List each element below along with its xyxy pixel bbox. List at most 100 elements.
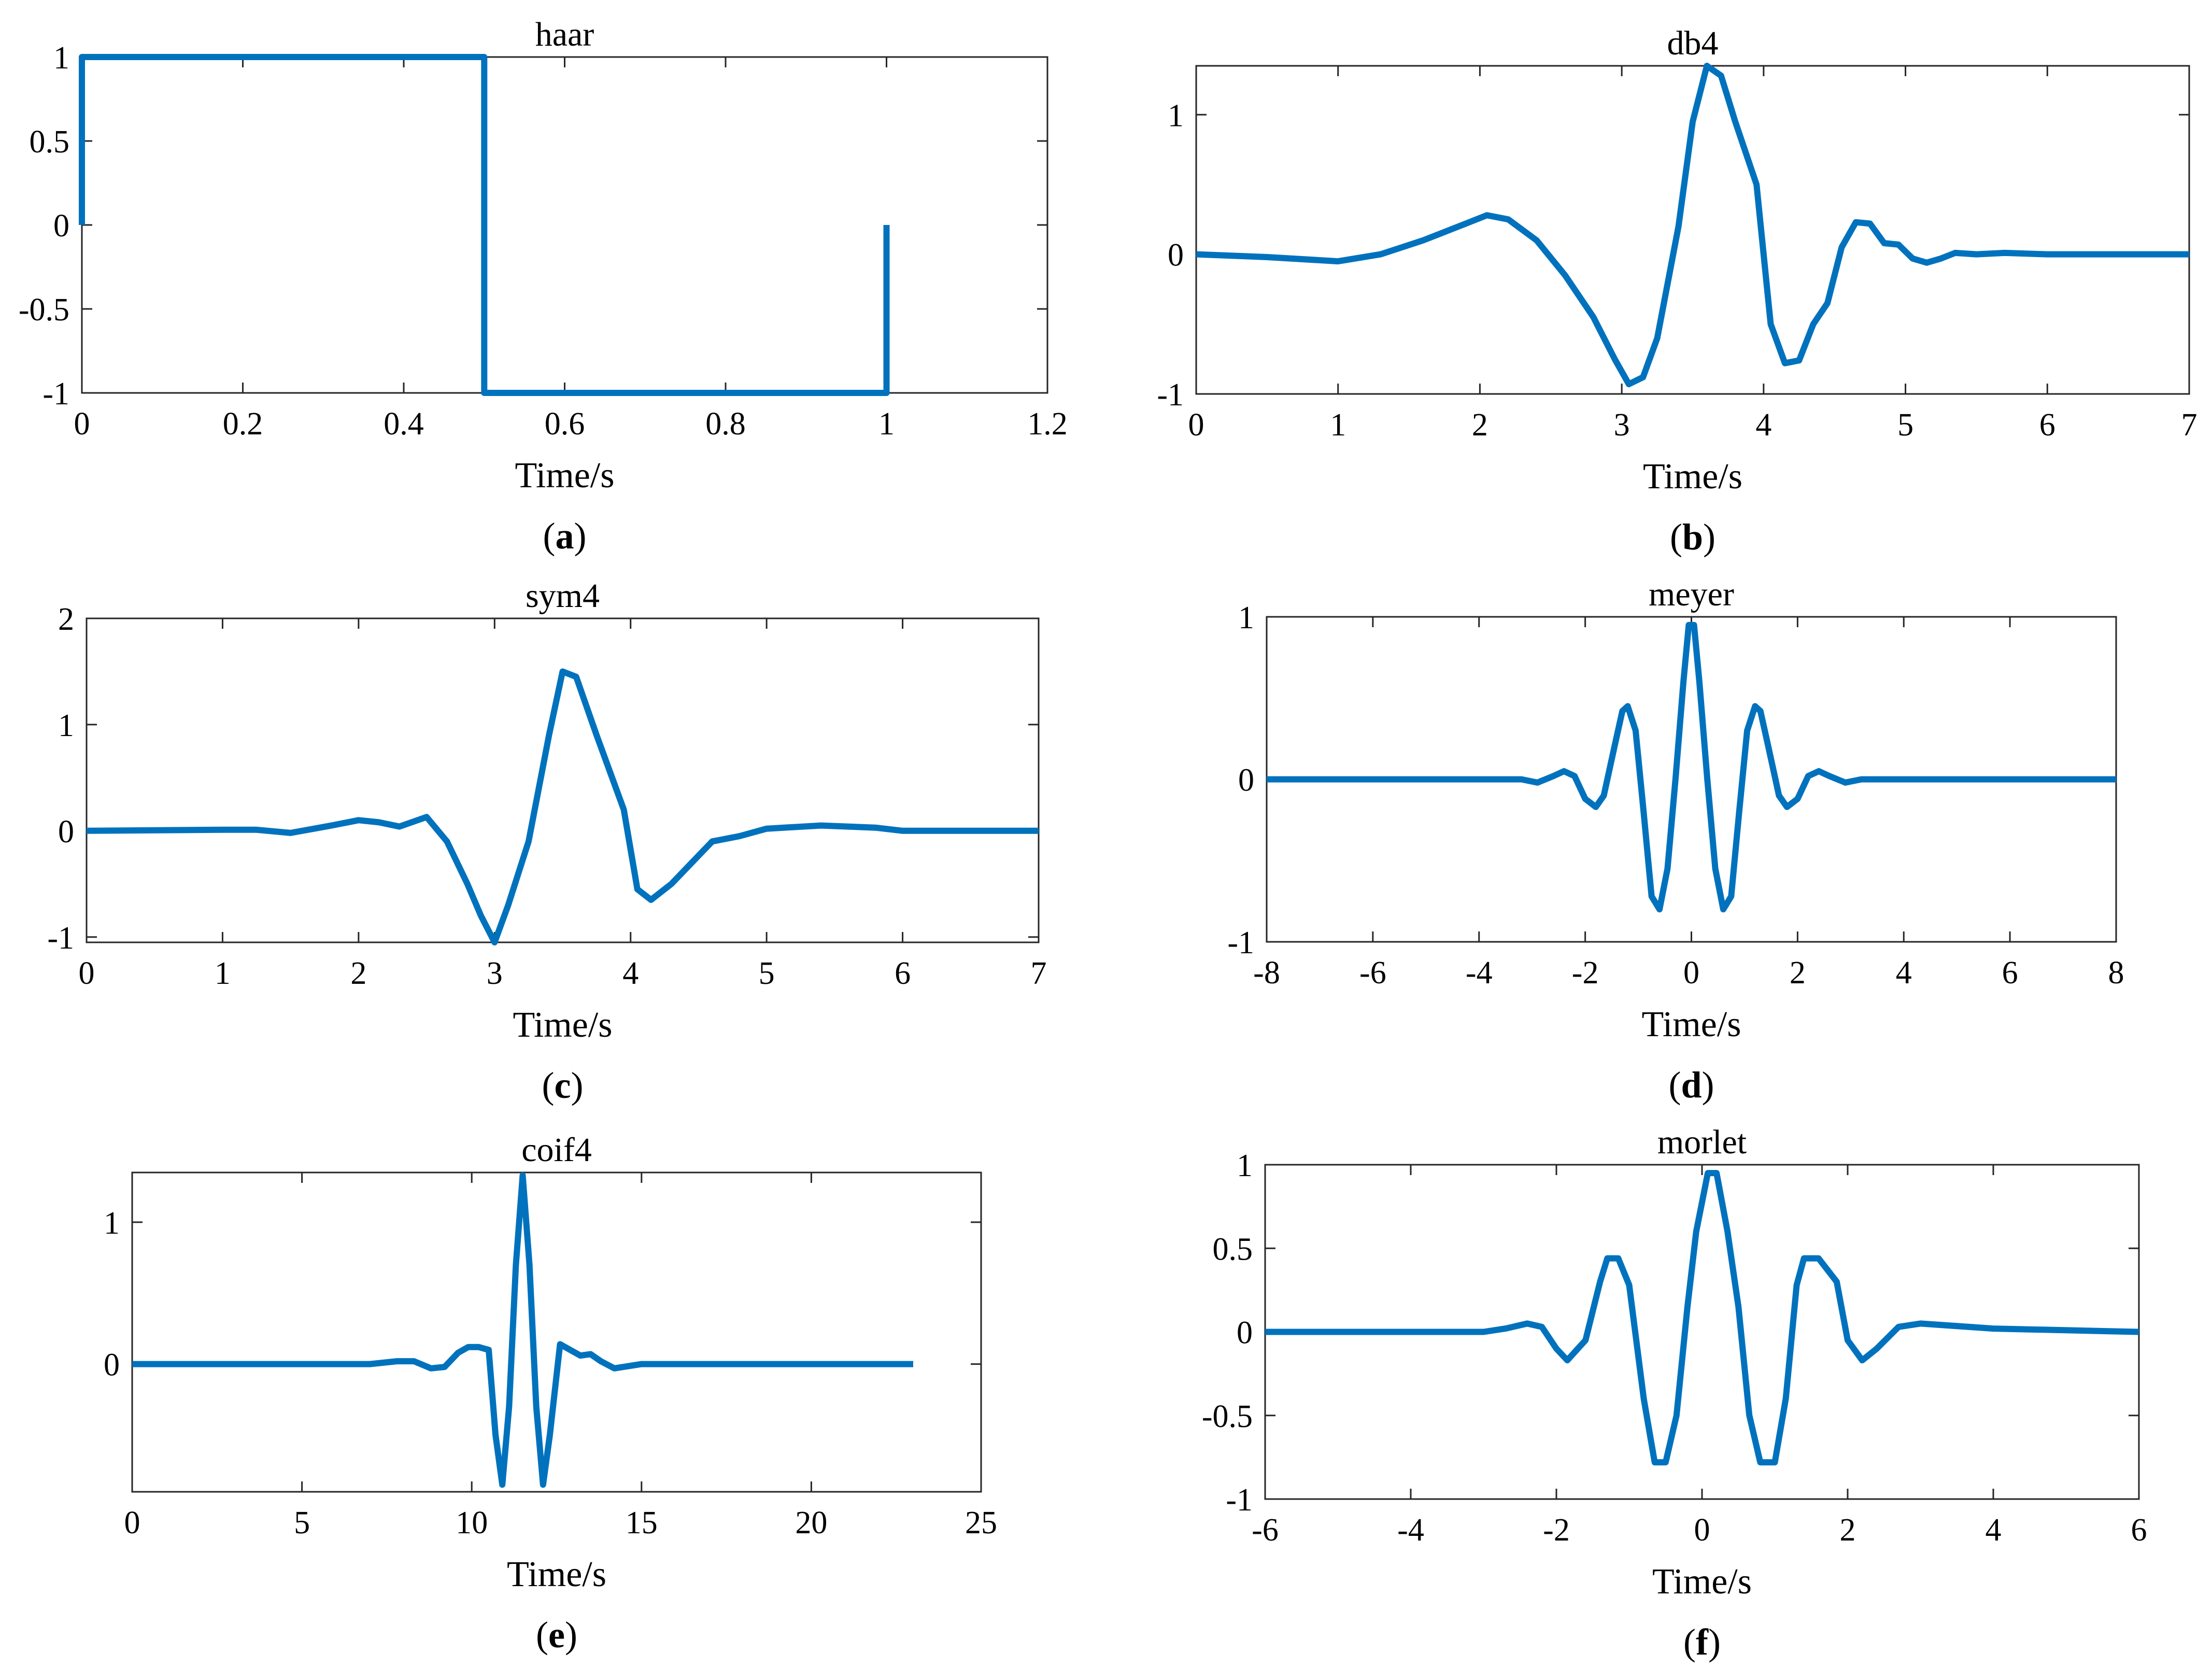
x-tick-label: 0 bbox=[74, 406, 90, 442]
x-tick-label: 4 bbox=[1896, 955, 1912, 991]
x-tick-label: 6 bbox=[2131, 1513, 2147, 1548]
axes-box bbox=[1195, 65, 2190, 395]
y-tick-label: -0.5 bbox=[19, 292, 69, 328]
axes-box bbox=[131, 1171, 982, 1493]
y-tick-label: 1 bbox=[1168, 98, 1184, 133]
x-tick-label: 7 bbox=[1031, 956, 1047, 991]
y-tick-label: 0 bbox=[53, 208, 69, 244]
x-tick-label: 0.8 bbox=[705, 406, 746, 442]
x-tick-label: 2 bbox=[1840, 1513, 1856, 1548]
chart-title: morlet bbox=[1657, 1123, 1747, 1161]
panel-a: 0 0.2 0.4 0.6 0.8 1 1.2 -1 -0.5 0 0.5 1 haar Time/s (a… bbox=[19, 16, 1068, 557]
series-line-morlet bbox=[1265, 1170, 2139, 1466]
y-tick-label: 0 bbox=[1238, 763, 1254, 798]
x-tick-label: -2 bbox=[1572, 955, 1599, 991]
series-line-db4 bbox=[1196, 63, 2189, 388]
x-tick-label: -8 bbox=[1253, 955, 1280, 991]
y-tick-label: 1 bbox=[104, 1206, 120, 1241]
x-tick-label: 5 bbox=[294, 1505, 310, 1541]
y-tick-label: -0.5 bbox=[1202, 1399, 1253, 1434]
x-tick-label: 3 bbox=[1614, 407, 1630, 443]
x-tick-label: 1 bbox=[878, 406, 895, 442]
panel-label: (a) bbox=[543, 515, 587, 557]
x-tick-label: 0 bbox=[1188, 407, 1204, 443]
panel-e: 0 5 10 15 20 25 0 1 coif4 Time/s (e) bbox=[104, 1131, 997, 1656]
x-tick-label: 0.6 bbox=[545, 406, 585, 442]
y-tick-label: 1 bbox=[58, 708, 74, 743]
x-tick-label: 10 bbox=[456, 1505, 488, 1541]
panel-label: (c) bbox=[542, 1065, 584, 1106]
x-tick-label: -2 bbox=[1543, 1513, 1570, 1548]
x-tick-label: 2 bbox=[350, 956, 366, 991]
x-tick-label: -6 bbox=[1252, 1513, 1279, 1548]
x-tick-label: 0.2 bbox=[223, 406, 263, 442]
series-line-meyer bbox=[1267, 621, 2116, 913]
x-tick-label: 4 bbox=[622, 956, 639, 991]
series-line-sym4 bbox=[86, 668, 1039, 945]
x-tick-label: 8 bbox=[2108, 955, 2124, 991]
y-tick-label: 0 bbox=[1237, 1316, 1253, 1351]
x-tick-label: 1 bbox=[215, 956, 231, 991]
x-axis-label: Time/s bbox=[507, 1555, 606, 1594]
series-line-coif4 bbox=[132, 1172, 913, 1488]
x-tick-label: 2 bbox=[1472, 407, 1488, 443]
x-tick-label: 2 bbox=[1790, 955, 1806, 991]
panel-label: (f) bbox=[1683, 1621, 1721, 1663]
x-tick-label: 0 bbox=[1694, 1513, 1710, 1548]
x-tick-label: 20 bbox=[795, 1505, 827, 1541]
x-tick-label: -4 bbox=[1397, 1513, 1424, 1548]
x-tick-label: 6 bbox=[895, 956, 911, 991]
y-tick-label: 0.5 bbox=[1213, 1232, 1253, 1267]
chart-title: haar bbox=[535, 16, 594, 53]
y-tick-label: 1 bbox=[1237, 1148, 1253, 1183]
panel-label: (d) bbox=[1668, 1064, 1714, 1106]
y-tick-label: 0 bbox=[1168, 238, 1184, 273]
chart-title: db4 bbox=[1667, 24, 1719, 62]
x-tick-label: 0.4 bbox=[384, 406, 424, 442]
x-tick-label: 6 bbox=[2039, 407, 2055, 443]
panel-d: -8 -6 -4 -2 0 2 4 6 8 -1 0 1 meyer Time/s (d) bbox=[1227, 575, 2124, 1106]
x-tick-label: 3 bbox=[487, 956, 503, 991]
y-tick-label: 1 bbox=[53, 40, 69, 76]
y-tick-label: 0 bbox=[104, 1348, 120, 1383]
y-tick-label: 0 bbox=[58, 814, 74, 850]
y-tick-label: -1 bbox=[1226, 1482, 1253, 1518]
y-tick-label: -1 bbox=[1227, 925, 1254, 960]
x-tick-label: 0 bbox=[1683, 955, 1699, 991]
series-line-haar bbox=[79, 54, 890, 396]
x-tick-label: 4 bbox=[1986, 1513, 2002, 1548]
y-tick-label: 1 bbox=[1238, 600, 1254, 635]
x-axis-label: Time/s bbox=[1652, 1562, 1752, 1602]
x-axis-label: Time/s bbox=[1643, 457, 1742, 497]
panel-f: -6 -4 -2 0 2 4 6 -1 -0.5 0 0.5 1 morlet Time/s (f) bbox=[1202, 1123, 2147, 1663]
x-tick-label: 6 bbox=[2002, 955, 2018, 991]
x-tick-label: 5 bbox=[1897, 407, 1913, 443]
x-tick-label: 1 bbox=[1330, 407, 1346, 443]
x-tick-label: 4 bbox=[1755, 407, 1771, 443]
chart-title: sym4 bbox=[526, 577, 600, 615]
y-tick-label: 2 bbox=[58, 602, 74, 637]
chart-title: meyer bbox=[1649, 575, 1734, 613]
x-tick-label: 25 bbox=[965, 1505, 997, 1541]
x-axis-label: Time/s bbox=[515, 456, 615, 496]
x-axis-label: Time/s bbox=[513, 1005, 613, 1045]
panel-label: (b) bbox=[1670, 516, 1715, 558]
chart-title: coif4 bbox=[521, 1131, 592, 1169]
panel-label: (e) bbox=[536, 1614, 577, 1656]
x-tick-label: -6 bbox=[1359, 955, 1386, 991]
y-tick-label: -1 bbox=[42, 376, 69, 412]
axes-box bbox=[86, 617, 1040, 943]
x-tick-label: 0 bbox=[79, 956, 95, 991]
y-tick-label: -1 bbox=[1157, 377, 1184, 413]
x-tick-label: 5 bbox=[759, 956, 775, 991]
y-tick-label: -1 bbox=[47, 921, 74, 956]
x-tick-label: 1.2 bbox=[1027, 406, 1068, 442]
x-tick-label: 15 bbox=[626, 1505, 658, 1541]
x-axis-label: Time/s bbox=[1642, 1005, 1741, 1044]
x-tick-label: 7 bbox=[2181, 407, 2197, 443]
x-tick-label: -4 bbox=[1466, 955, 1493, 991]
